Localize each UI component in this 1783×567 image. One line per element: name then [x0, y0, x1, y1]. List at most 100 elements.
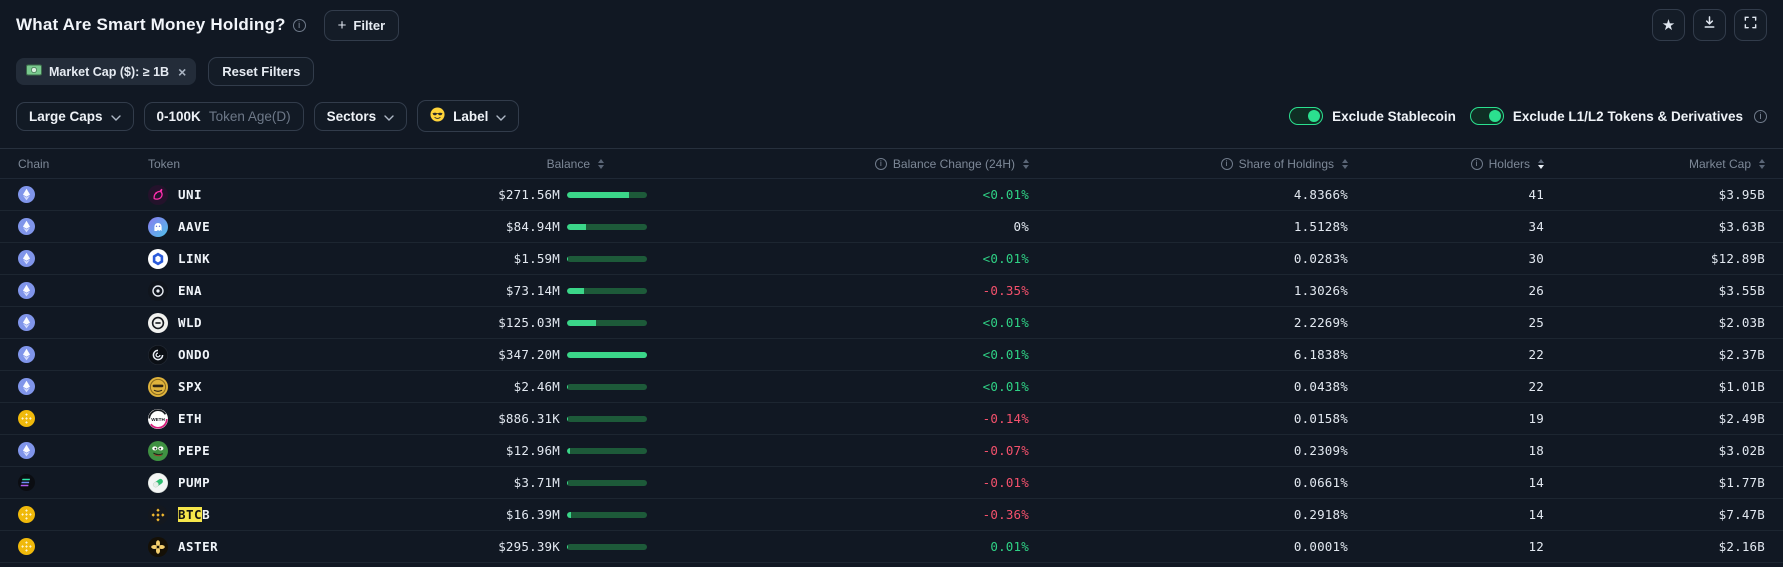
market-cap-value: $1.77B — [1718, 475, 1765, 490]
favorite-button[interactable]: ★ — [1652, 9, 1685, 41]
holders-count: 34 — [1528, 219, 1544, 234]
ethereum-chain-icon — [18, 346, 148, 363]
balance-value: $125.03M — [498, 315, 560, 330]
token-ticker: SPX — [178, 379, 203, 394]
holders-count: 14 — [1528, 507, 1544, 522]
download-button[interactable] — [1693, 9, 1726, 41]
balance-value: $12.96M — [505, 443, 560, 458]
token-age-filter[interactable]: 0-100K Token Age(D) — [143, 101, 304, 131]
top-bar: What Are Smart Money Holding? i + Filter… — [0, 0, 1783, 41]
table-row[interactable]: UNI $271.56M <0.01% 4.8366% 41 $3.95B — [0, 179, 1783, 211]
spx-token-icon — [148, 376, 168, 397]
balance-change-value: -0.36% — [982, 507, 1029, 522]
table-row[interactable]: WETH ETH $886.31K -0.14% 0.0158% 19 $2.4… — [0, 403, 1783, 435]
table-row[interactable]: AAVE $84.94M 0% 1.5128% 34 $3.63B — [0, 211, 1783, 243]
column-header-share[interactable]: i Share of Holdings — [1029, 157, 1348, 171]
bnb-chain-icon — [18, 538, 148, 555]
balance-value: $271.56M — [498, 187, 560, 202]
balance-value: $886.31K — [498, 411, 560, 426]
exclude-l1l2-toggle[interactable] — [1469, 107, 1504, 125]
market-cap-filter-chip[interactable]: Market Cap ($): ≥ 1B × — [16, 58, 197, 85]
balance-change-value: -0.35% — [982, 283, 1029, 298]
column-header-balance-change[interactable]: i Balance Change (24H) — [660, 157, 1029, 171]
sectors-dropdown[interactable]: Sectors — [313, 101, 408, 131]
sunglasses-emoji-icon — [430, 107, 445, 125]
exclude-stablecoin-group: Exclude Stablecoin — [1289, 107, 1456, 125]
page-title: What Are Smart Money Holding? — [16, 15, 286, 34]
exclude-l1l2-group: Exclude L1/L2 Tokens & Derivatives i — [1469, 107, 1767, 125]
sort-icon — [1759, 158, 1765, 169]
balance-value: $84.94M — [505, 219, 560, 234]
share-of-holdings-value: 2.2269% — [1293, 315, 1348, 330]
ethereum-chain-icon — [18, 282, 148, 299]
token-ticker: BTCB — [178, 507, 211, 522]
share-info-icon[interactable]: i — [1220, 157, 1233, 170]
label-dropdown[interactable]: Label — [417, 100, 520, 132]
holders-count: 12 — [1528, 539, 1544, 554]
token-ticker: UNI — [178, 187, 203, 202]
market-cap-value: $3.95B — [1718, 187, 1765, 202]
share-of-holdings-value: 0.2309% — [1293, 443, 1348, 458]
bnb-chain-icon — [18, 506, 148, 523]
l1l2-info-icon[interactable]: i — [1754, 109, 1767, 123]
share-of-holdings-value: 1.5128% — [1293, 219, 1348, 234]
balance-value: $2.46M — [513, 379, 560, 394]
top-actions: ★ — [1652, 9, 1767, 41]
token-ticker: LINK — [178, 251, 211, 266]
table-row[interactable]: PEPE $12.96M -0.07% 0.2309% 18 $3.02B — [0, 435, 1783, 467]
ethereum-chain-icon — [18, 314, 148, 331]
remove-filter-icon[interactable]: × — [178, 63, 187, 80]
table-row[interactable]: ASTER $295.39K 0.01% 0.0001% 12 $2.16B — [0, 531, 1783, 563]
balance-value: $295.39K — [498, 539, 560, 554]
holders-count: 26 — [1528, 283, 1544, 298]
plus-icon: + — [337, 16, 347, 34]
market-cap-value: $3.63B — [1718, 219, 1765, 234]
exclude-stablecoin-toggle[interactable] — [1289, 107, 1324, 125]
column-header-token: Token — [148, 156, 181, 171]
share-of-holdings-value: 6.1838% — [1293, 347, 1348, 362]
holders-info-icon[interactable]: i — [1470, 157, 1483, 170]
table-row[interactable]: BTCB $16.39M -0.36% 0.2918% 14 $7.47B — [0, 499, 1783, 531]
token-ticker: ETH — [178, 411, 203, 426]
active-filters-row: Market Cap ($): ≥ 1B × Reset Filters — [0, 41, 1783, 86]
bnb-chain-icon — [18, 410, 148, 427]
token-ticker: ONDO — [178, 347, 211, 362]
weth-token-icon: WETH — [148, 408, 168, 429]
share-of-holdings-value: 0.0661% — [1293, 475, 1348, 490]
balance-bar — [567, 543, 647, 550]
market-cap-value: $1.01B — [1718, 379, 1765, 394]
table-row[interactable]: PUMP $3.71M -0.01% 0.0661% 14 $1.77B — [0, 467, 1783, 499]
table-row[interactable]: ENA $73.14M -0.35% 1.3026% 26 $3.55B — [0, 275, 1783, 307]
solana-chain-icon — [18, 474, 148, 491]
column-header-holders[interactable]: i Holders — [1348, 157, 1544, 171]
fullscreen-icon — [1743, 15, 1758, 35]
large-caps-dropdown[interactable]: Large Caps — [16, 101, 134, 131]
fullscreen-button[interactable] — [1734, 9, 1767, 41]
column-header-market-cap[interactable]: Market Cap — [1544, 157, 1765, 171]
balance-change-info-icon[interactable]: i — [874, 157, 887, 170]
holdings-table: Chain Token Balance i Balance Change (24… — [0, 148, 1783, 563]
balance-change-value: 0% — [1013, 219, 1029, 234]
table-row[interactable]: ONDO $347.20M <0.01% 6.1838% 22 $2.37B — [0, 339, 1783, 371]
table-row[interactable]: LINK $1.59M <0.01% 0.0283% 30 $12.89B — [0, 243, 1783, 275]
svg-text:WETH: WETH — [151, 416, 165, 421]
chevron-down-icon — [110, 109, 121, 124]
table-row[interactable]: WLD $125.03M <0.01% 2.2269% 25 $2.03B — [0, 307, 1783, 339]
uni-token-icon — [148, 184, 168, 205]
ena-token-icon — [148, 280, 168, 301]
balance-change-value: <0.01% — [982, 251, 1029, 266]
ethereum-chain-icon — [18, 378, 148, 395]
column-header-balance[interactable]: Balance — [438, 157, 660, 171]
add-filter-button[interactable]: + Filter — [323, 9, 400, 41]
balance-value: $347.20M — [498, 347, 560, 362]
sort-icon — [598, 158, 604, 169]
balance-bar — [567, 383, 647, 390]
reset-filters-button[interactable]: Reset Filters — [208, 57, 315, 86]
table-row[interactable]: SPX $2.46M <0.01% 0.0438% 22 $1.01B — [0, 371, 1783, 403]
share-of-holdings-value: 0.0001% — [1293, 539, 1348, 554]
title-info-icon[interactable]: i — [292, 18, 306, 32]
pepe-token-icon — [148, 440, 168, 461]
download-icon — [1702, 15, 1717, 35]
token-ticker: PEPE — [178, 443, 211, 458]
column-header-chain: Chain — [18, 156, 50, 171]
